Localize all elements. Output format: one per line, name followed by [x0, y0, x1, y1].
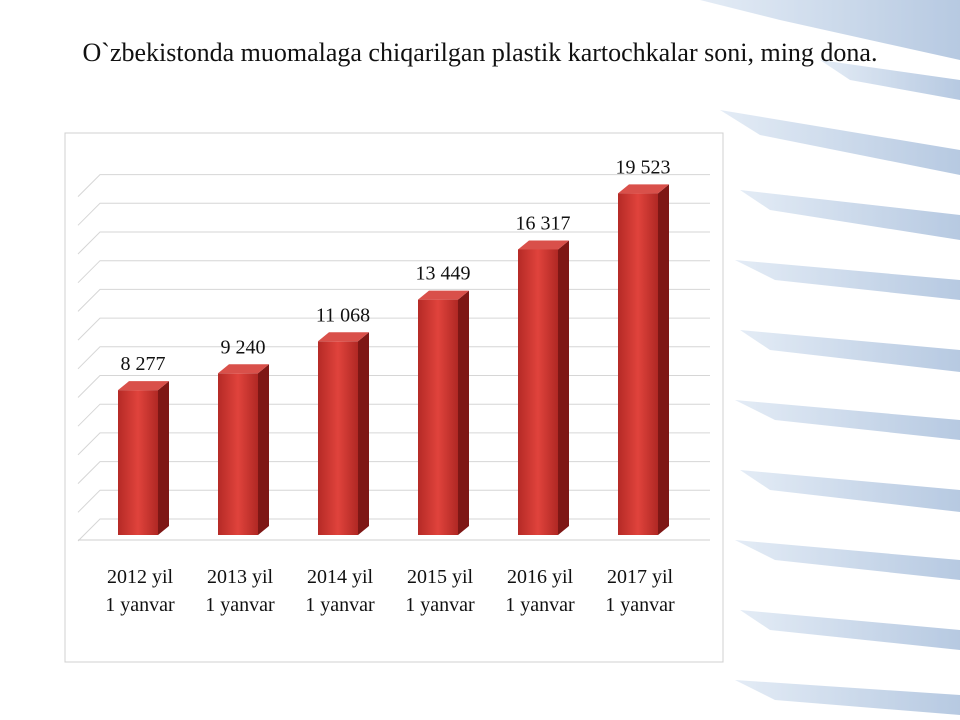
bar: [218, 364, 269, 535]
value-label: 13 449: [416, 263, 471, 285]
bar-top: [318, 332, 369, 342]
background-decoration: [700, 0, 960, 715]
wall-line: [77, 432, 710, 456]
bar: [118, 381, 169, 535]
wall-line: [77, 231, 710, 255]
bar: [518, 240, 569, 535]
x-tick-label: 2013 yil: [207, 566, 274, 588]
bar-front: [118, 390, 158, 535]
bar-top: [118, 381, 169, 391]
bar-top: [218, 364, 269, 374]
x-tick-label: 2015 yil: [407, 566, 474, 588]
value-label: 11 068: [316, 304, 370, 326]
bar-front: [318, 341, 358, 535]
wall-line: [77, 174, 710, 197]
bar: [418, 290, 469, 535]
x-tick-label: 1 yanvar: [105, 594, 175, 616]
value-label: 8 277: [121, 353, 166, 375]
bar-front: [618, 193, 658, 535]
back-wall-grid: [77, 174, 710, 542]
value-label: 16 317: [516, 212, 571, 234]
bar-top: [618, 184, 669, 194]
wall-line: [77, 202, 710, 226]
x-tick-label: 1 yanvar: [605, 594, 675, 616]
bar-side: [458, 290, 469, 535]
bar-front: [218, 373, 258, 535]
value-label: 9 240: [221, 336, 266, 358]
bar-side: [658, 184, 669, 535]
wall-line: [77, 260, 710, 284]
x-tick-label: 2017 yil: [607, 566, 674, 588]
chart-title: O`zbekistonda muomalaga chiqarilgan plas…: [82, 38, 878, 67]
wall-line: [77, 518, 710, 542]
bar-top: [518, 240, 569, 250]
x-tick-label: 1 yanvar: [205, 594, 275, 616]
x-tick-label: 2012 yil: [107, 566, 174, 588]
bar-top: [418, 290, 469, 300]
wall-line: [77, 461, 710, 484]
wall-line: [77, 346, 710, 370]
x-tick-label: 1 yanvar: [305, 594, 375, 616]
chart-frame: [64, 132, 724, 663]
x-tick-label: 1 yanvar: [505, 594, 575, 616]
wall-line: [77, 288, 710, 312]
bar-front: [518, 249, 558, 535]
bar-front: [418, 299, 458, 535]
bar: [618, 184, 669, 535]
value-label: 19 523: [616, 156, 671, 178]
x-tick-label: 1 yanvar: [405, 594, 475, 616]
wall-line: [77, 375, 710, 398]
bar-side: [258, 364, 269, 535]
bar-side: [358, 332, 369, 535]
bar-side: [558, 240, 569, 535]
bar: [318, 332, 369, 535]
wall-line: [77, 403, 710, 427]
wall-line: [77, 489, 710, 513]
wall-line: [77, 317, 710, 341]
x-tick-label: 2014 yil: [307, 566, 374, 588]
x-tick-label: 2016 yil: [507, 566, 574, 588]
bar-side: [158, 381, 169, 535]
